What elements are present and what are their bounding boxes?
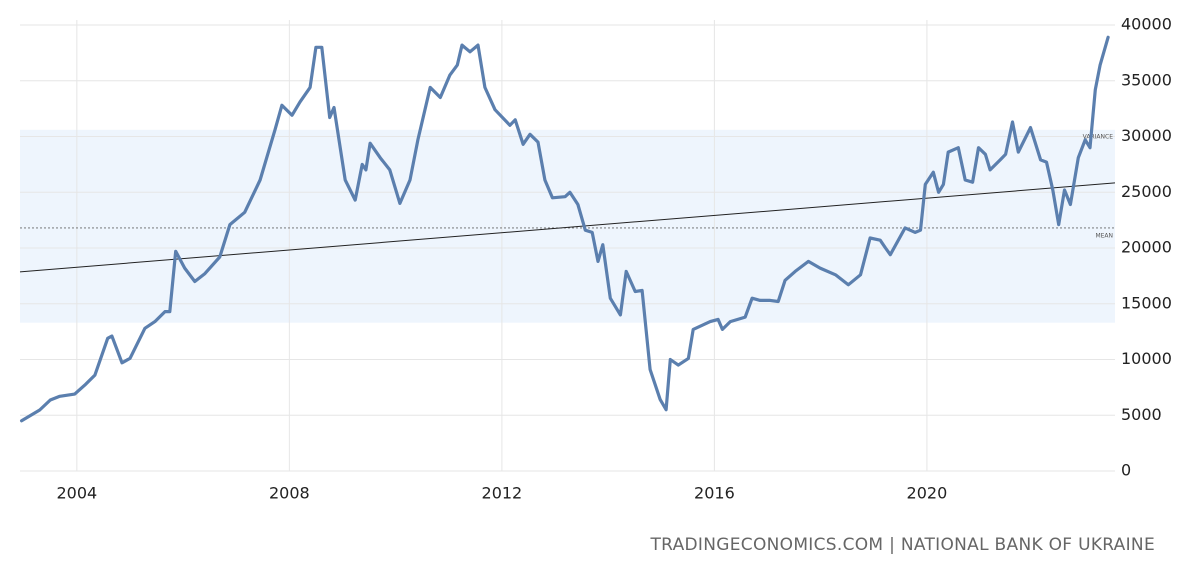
y-tick-label: 25000 [1121, 182, 1172, 201]
x-tick-label: 2012 [482, 484, 523, 503]
x-tick-label: 2004 [56, 484, 97, 503]
source: TRADINGECONOMICS.COM | NATIONAL BANK OF … [650, 535, 1156, 555]
y-tick-label: 15000 [1121, 293, 1172, 312]
variance-band [20, 129, 1115, 323]
y-tick-label: 5000 [1121, 405, 1162, 424]
y-tick-label: 30000 [1121, 126, 1172, 145]
x-tick-label: 2016 [694, 484, 735, 503]
mean-label: MEAN [1095, 232, 1113, 239]
x-tick-label: 2020 [907, 484, 948, 503]
y-tick-label: 35000 [1121, 70, 1172, 89]
y-tick-label: 0 [1121, 461, 1131, 480]
variance-label: VARIANCE [1083, 133, 1114, 140]
data-line [20, 35, 1110, 423]
trend-line [19, 182, 1116, 273]
y-tick-label: 20000 [1121, 238, 1172, 257]
y-tick-label: 40000 [1121, 15, 1172, 34]
x-tick-label: 2008 [269, 484, 310, 503]
y-tick-label: 10000 [1121, 349, 1172, 368]
